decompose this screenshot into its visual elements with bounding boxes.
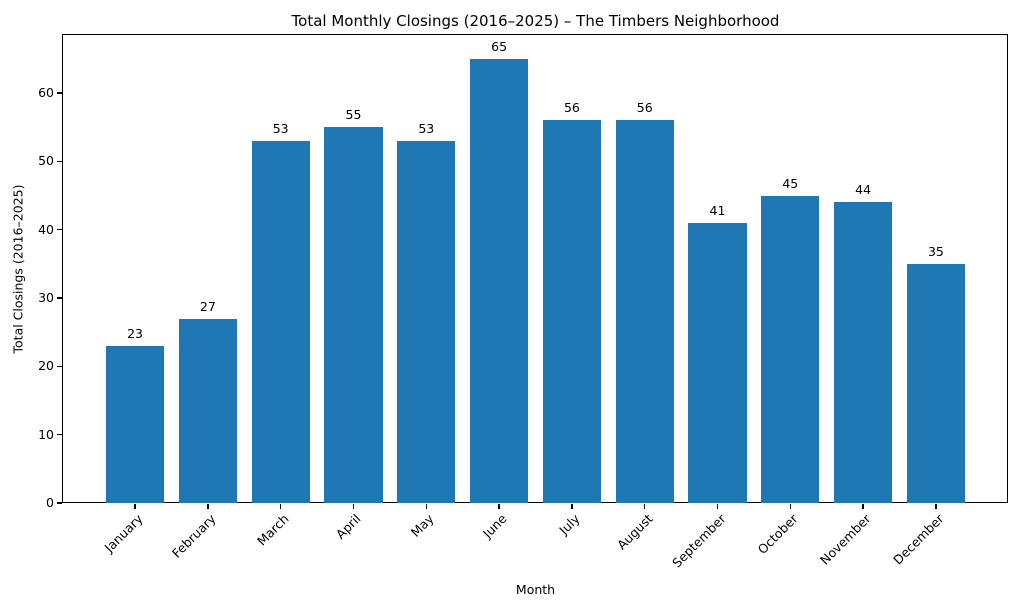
- y-tick-label: 60: [38, 85, 54, 101]
- x-tick: [571, 504, 573, 509]
- x-tick: [134, 504, 136, 509]
- y-tick: [57, 160, 62, 163]
- y-axis-label: Total Closings (2016–2025): [10, 184, 26, 354]
- x-tick: [935, 504, 937, 509]
- bar: [469, 58, 529, 503]
- bar-value-label: 65: [491, 38, 508, 54]
- bar: [833, 202, 893, 503]
- bar: [105, 345, 165, 503]
- bar-value-label: 35: [927, 243, 944, 259]
- bar-value-label: 56: [563, 100, 580, 116]
- y-tick: [57, 365, 62, 368]
- x-tick: [716, 504, 719, 509]
- bar-value-label: 41: [709, 202, 726, 218]
- x-tick: [207, 504, 209, 509]
- bar: [542, 120, 601, 503]
- y-tick: [57, 297, 62, 299]
- y-tick: [57, 228, 62, 231]
- bar: [397, 140, 456, 503]
- bar: [761, 195, 820, 503]
- bar-value-label: 45: [782, 175, 799, 191]
- x-tick: [279, 504, 282, 509]
- bar: [324, 127, 383, 503]
- x-tick: [789, 504, 792, 509]
- bar-value-label: 56: [636, 100, 653, 116]
- x-axis-label: Month: [515, 582, 556, 597]
- bar-value-label: 44: [855, 182, 872, 198]
- chart-title: Total Monthly Closings (2016–2025) – The…: [291, 12, 780, 30]
- y-tick-label: 0: [46, 495, 54, 510]
- bar: [615, 120, 674, 503]
- x-tick: [643, 504, 646, 509]
- y-tick: [57, 92, 62, 94]
- bar-value-label: 27: [199, 298, 216, 314]
- bar-value-label: 23: [127, 325, 144, 341]
- bar: [906, 263, 966, 503]
- y-tick-label: 50: [38, 153, 54, 169]
- x-tick: [352, 504, 355, 509]
- bar-value-label: 55: [345, 107, 362, 123]
- y-tick-label: 40: [38, 221, 54, 237]
- x-tick: [425, 504, 428, 509]
- y-tick: [57, 502, 62, 504]
- bar: [251, 140, 310, 503]
- y-tick-label: 10: [38, 426, 54, 442]
- y-tick-label: 30: [38, 290, 54, 306]
- bar: [688, 222, 747, 503]
- bar: [178, 318, 237, 503]
- y-tick: [57, 433, 62, 436]
- x-tick: [498, 504, 500, 509]
- y-tick-label: 20: [38, 358, 54, 374]
- bar-value-label: 53: [418, 120, 435, 136]
- bar-value-label: 53: [272, 120, 289, 136]
- x-tick: [862, 504, 864, 509]
